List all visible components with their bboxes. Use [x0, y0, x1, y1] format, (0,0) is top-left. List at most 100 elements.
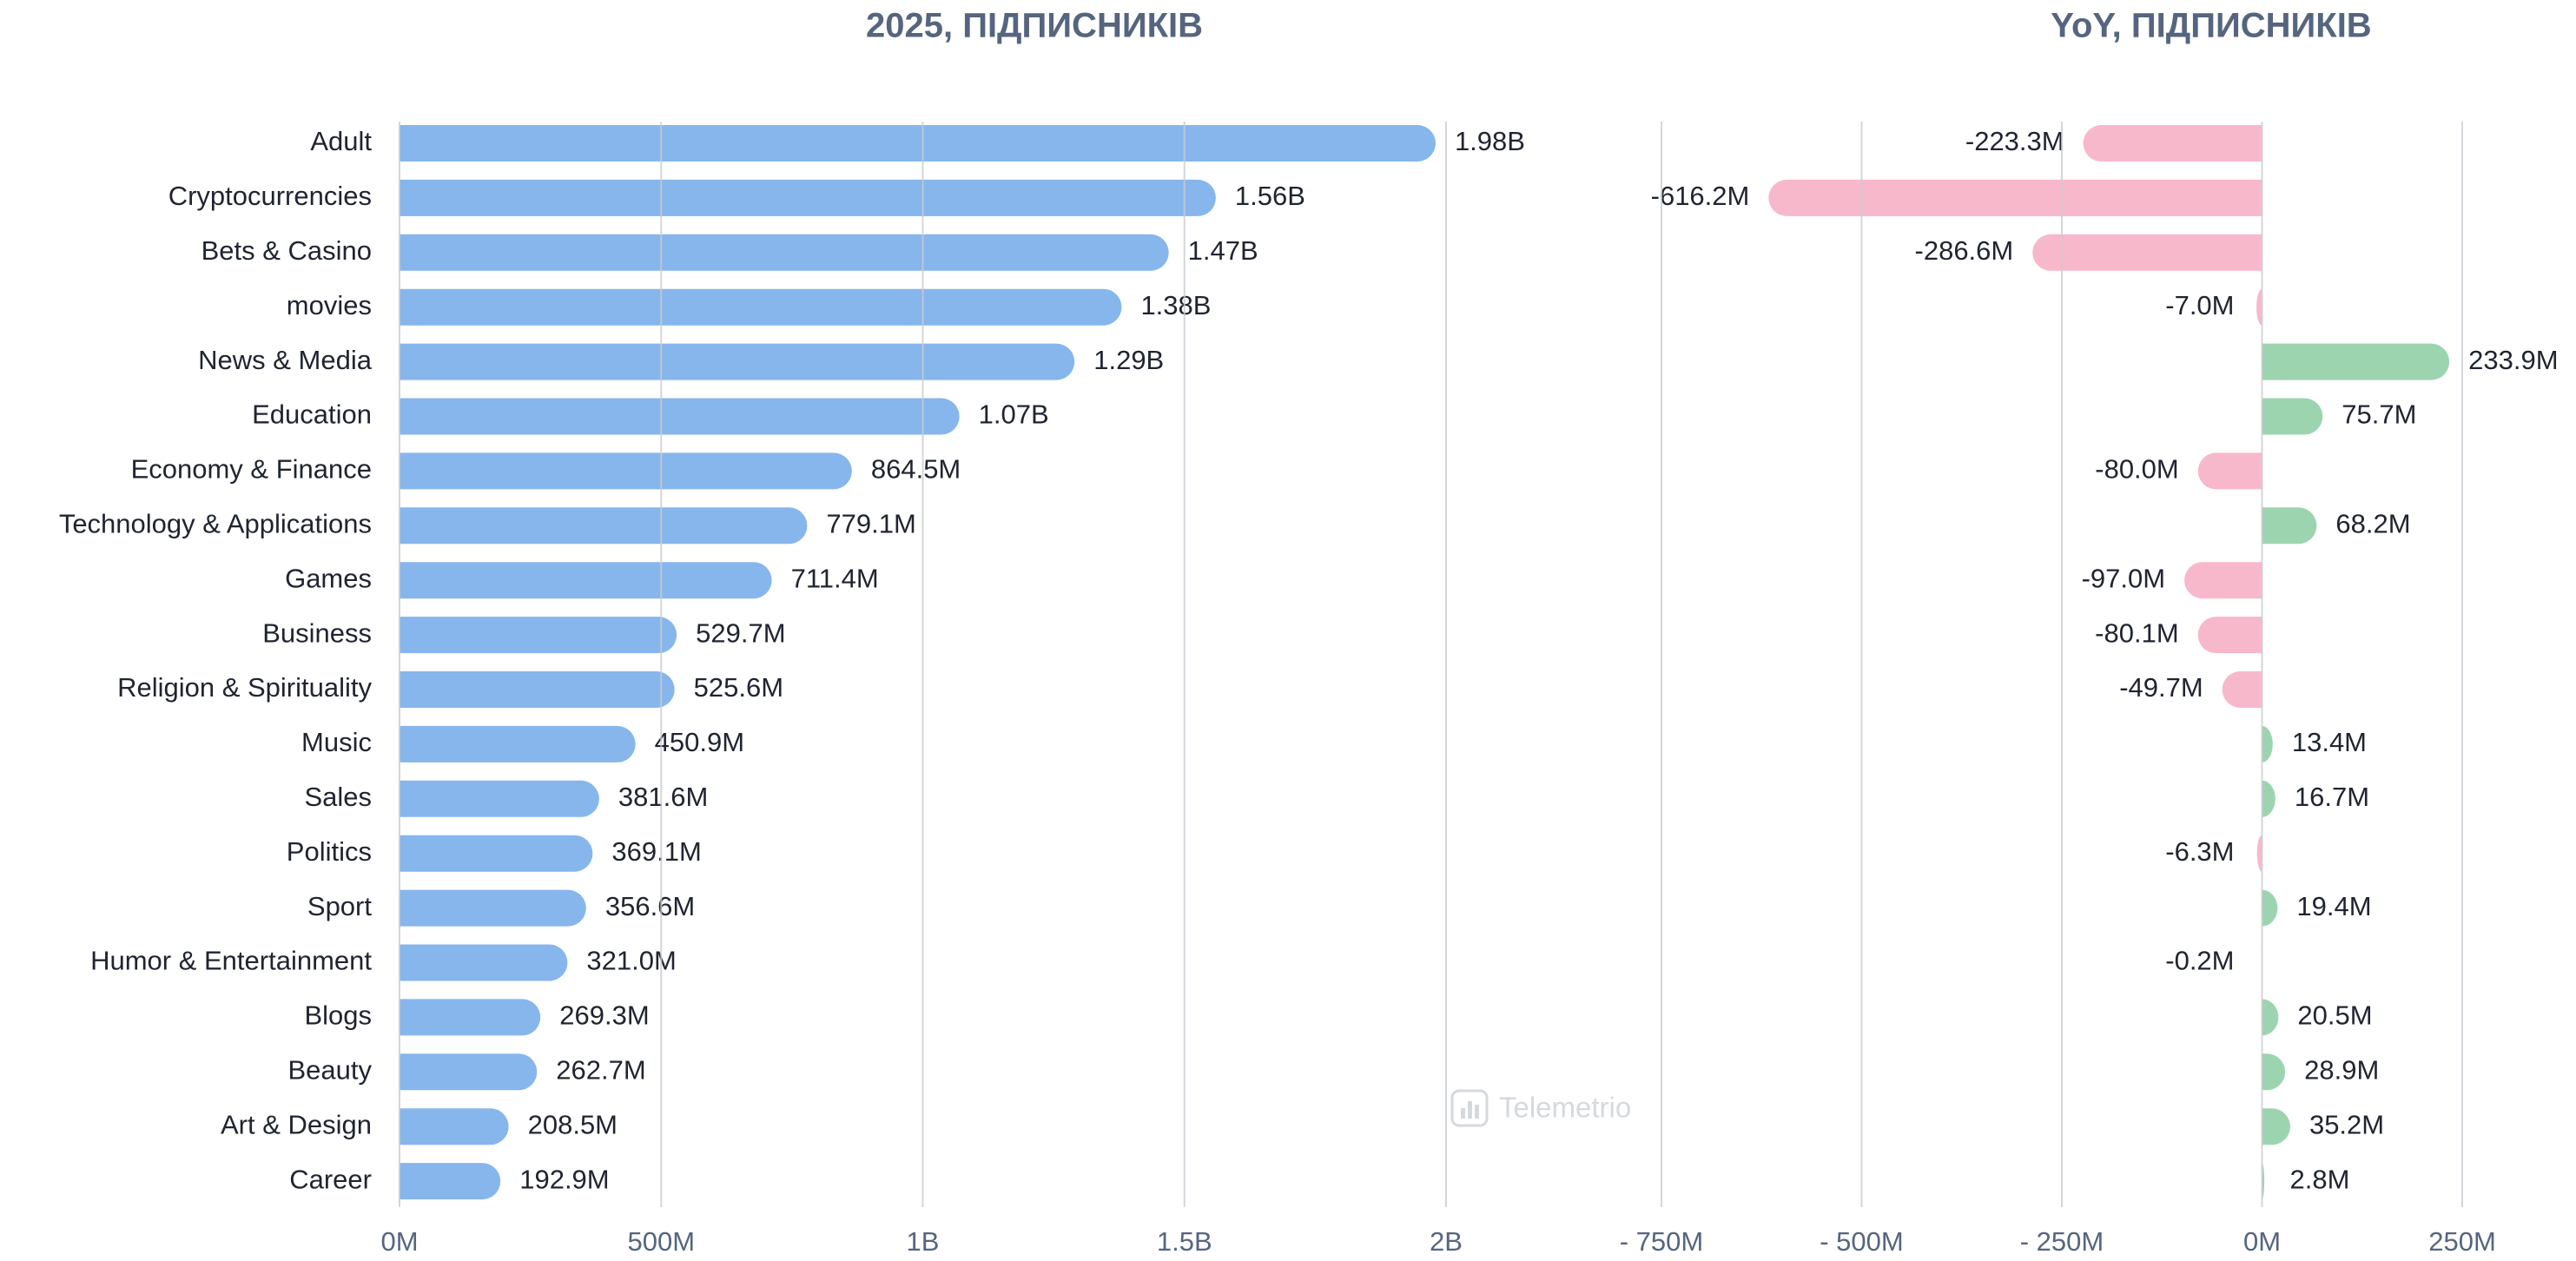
value-label: -80.1M — [2095, 617, 2178, 648]
x-tick-label: - 750M — [1620, 1226, 1703, 1257]
value-label: 321.0M — [586, 946, 676, 976]
x-tick-label: 1B — [907, 1226, 940, 1257]
category-label: Career — [289, 1164, 372, 1194]
value-label: 192.9M — [519, 1164, 609, 1194]
bar — [400, 288, 1122, 326]
value-label: -0.2M — [2165, 946, 2234, 976]
value-label: 1.98B — [1455, 126, 1525, 156]
bar — [2197, 617, 2262, 654]
x-tick-label: 2B — [1430, 1226, 1463, 1257]
category-label: Business — [262, 617, 372, 648]
value-label: 356.6M — [605, 891, 695, 921]
bar — [400, 1108, 509, 1145]
watermark: Telemetrio — [1450, 1089, 1631, 1127]
value-label: 68.2M — [2335, 508, 2410, 538]
bar — [2262, 1108, 2290, 1145]
x-tick-label: 0M — [380, 1226, 418, 1257]
watermark-text: Telemetrio — [1499, 1092, 1631, 1124]
value-label: -6.3M — [2165, 836, 2234, 867]
value-label: 208.5M — [528, 1109, 618, 1139]
value-label: 369.1M — [611, 836, 701, 867]
bar — [400, 562, 772, 599]
x-tick-label: 1.5B — [1157, 1226, 1212, 1257]
value-label: 1.29B — [1093, 345, 1164, 375]
chart-title: YoY, ПІДПИСНИКІВ — [2051, 7, 2371, 45]
bar — [400, 234, 1169, 271]
value-label: 20.5M — [2297, 1000, 2372, 1031]
category-label: Games — [285, 563, 372, 593]
bar — [400, 452, 852, 490]
value-label: 13.4M — [2292, 727, 2367, 757]
category-label: Technology & Applications — [59, 508, 372, 538]
value-label: -286.6M — [1915, 235, 2014, 266]
value-label: 233.9M — [2468, 345, 2558, 375]
category-label: Adult — [310, 126, 372, 156]
x-tick-label: 500M — [627, 1226, 695, 1257]
bar — [2184, 562, 2262, 599]
x-tick-label: - 500M — [1820, 1226, 1903, 1257]
bar — [2262, 1053, 2286, 1091]
bar — [400, 617, 677, 654]
x-tick-label: 250M — [2428, 1226, 2496, 1257]
category-label: Beauty — [287, 1054, 372, 1085]
bar — [400, 999, 541, 1036]
value-label: 28.9M — [2304, 1054, 2379, 1085]
bar — [400, 889, 586, 927]
bar — [400, 179, 1216, 216]
value-label: 75.7M — [2342, 399, 2416, 430]
value-label: -97.0M — [2082, 563, 2165, 593]
value-label: 1.38B — [1140, 290, 1211, 320]
value-label: 450.9M — [655, 727, 744, 757]
value-label: -80.0M — [2095, 454, 2178, 485]
value-label: 35.2M — [2309, 1109, 2384, 1139]
x-tick-label: - 250M — [2020, 1226, 2104, 1257]
value-label: -49.7M — [2119, 672, 2203, 703]
category-label: Humor & Entertainment — [90, 946, 372, 976]
value-label: 2.8M — [2290, 1164, 2350, 1194]
value-label: 381.6M — [618, 782, 708, 812]
bar — [400, 725, 636, 763]
bar — [400, 944, 568, 981]
value-label: -223.3M — [1965, 126, 2064, 156]
bar — [2256, 835, 2262, 872]
value-label: 1.56B — [1235, 181, 1305, 211]
category-label: Education — [252, 399, 372, 430]
bar — [400, 1053, 538, 1091]
value-label: 1.07B — [979, 399, 1049, 430]
bar — [2222, 671, 2262, 708]
bar — [2083, 125, 2262, 162]
bar — [400, 398, 960, 435]
bar — [400, 507, 808, 545]
x-tick-label: 0M — [2243, 1226, 2281, 1257]
category-label: Economy & Finance — [131, 454, 372, 485]
bar — [400, 671, 675, 708]
bar — [2032, 234, 2262, 271]
bar — [2262, 725, 2273, 763]
category-label: Music — [301, 727, 372, 757]
value-label: -616.2M — [1651, 181, 1750, 211]
value-label: 711.4M — [791, 563, 879, 593]
bar — [400, 835, 593, 872]
value-label: -7.0M — [2165, 290, 2234, 320]
bar — [400, 343, 1075, 380]
category-label: Religion & Spirituality — [117, 672, 372, 703]
bar — [2262, 889, 2278, 927]
value-label: 1.47B — [1188, 235, 1258, 266]
value-label: 262.7M — [556, 1054, 645, 1085]
category-label: News & Media — [198, 345, 373, 375]
value-label: 269.3M — [559, 1000, 649, 1031]
bar — [2262, 507, 2317, 545]
category-label: Cryptocurrencies — [168, 181, 372, 211]
category-label: Sales — [304, 782, 372, 812]
bar — [2262, 999, 2279, 1036]
category-label: Sport — [307, 891, 372, 921]
value-label: 525.6M — [694, 672, 783, 703]
category-label: Art & Design — [221, 1109, 372, 1139]
category-label: Politics — [287, 836, 372, 867]
category-label: movies — [287, 290, 372, 320]
bar — [2262, 398, 2323, 435]
bar — [400, 1163, 501, 1200]
category-label: Blogs — [304, 1000, 372, 1031]
value-label: 16.7M — [2295, 782, 2369, 812]
